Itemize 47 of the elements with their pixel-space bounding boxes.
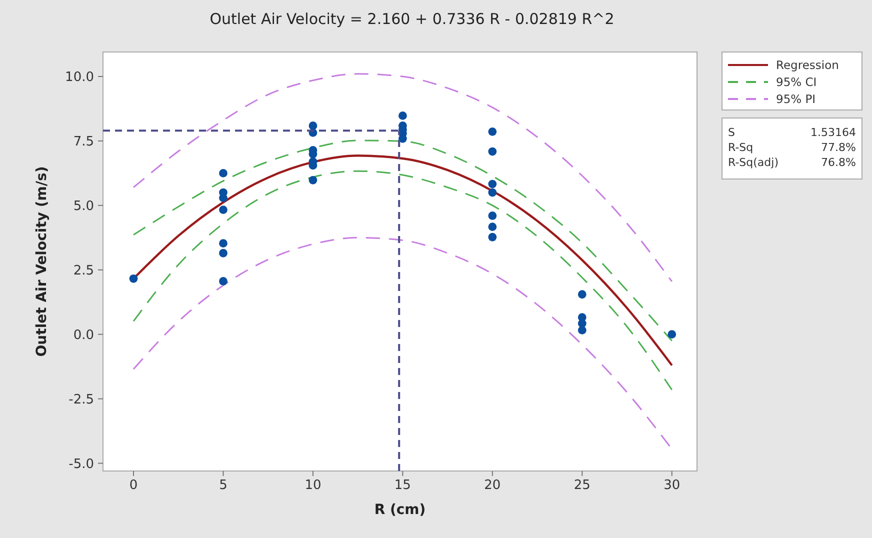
point: [488, 222, 497, 232]
legend-label: 95% CI: [776, 75, 817, 89]
point: [488, 180, 497, 188]
y-tick-label: 10.0: [65, 70, 94, 85]
y-tick-label: 5.0: [73, 198, 94, 214]
text: 1.53164: [810, 126, 856, 139]
y-axis-title: Outlet Air Velocity (m/s): [34, 166, 50, 357]
x-tick-label: 5: [219, 478, 228, 493]
point: [219, 277, 228, 286]
point: [308, 122, 318, 130]
text: 77.8%: [821, 141, 856, 154]
point: [488, 212, 497, 220]
chart-title: Outlet Air Velocity = 2.160 + 0.7336 R - 0.02819 R^2: [210, 10, 614, 28]
y-tick-label: 0.0: [73, 328, 94, 343]
point: [488, 188, 497, 197]
legend-label: Regression: [776, 58, 839, 72]
x-tick-label: 0: [129, 478, 138, 493]
legend-label: 95% PI: [776, 92, 816, 106]
y-tick-label: 7.5: [73, 134, 94, 150]
point: [488, 147, 497, 156]
point: [488, 232, 497, 242]
y-tick-label: 2.5: [73, 263, 94, 278]
x-tick-label: 10: [304, 478, 322, 493]
text: S: [728, 126, 735, 139]
x-tick-label: 25: [574, 478, 590, 493]
point: [578, 326, 586, 334]
point: [488, 127, 497, 136]
x-tick-label: 15: [394, 478, 411, 493]
line-series: [132, 73, 673, 282]
text: R-Sq: [728, 141, 754, 154]
x-tick-label: 30: [664, 478, 680, 493]
point: [578, 290, 586, 299]
point: [129, 274, 138, 283]
point: [219, 206, 228, 214]
y-tick-label: -5.0: [68, 456, 94, 472]
point: [219, 248, 228, 258]
point: [219, 239, 228, 248]
text: R-Sq(adj): [728, 156, 778, 169]
point: [219, 168, 228, 178]
line-series: [132, 170, 673, 391]
point: [668, 330, 676, 339]
x-axis-title: R (cm): [374, 502, 426, 518]
x-tick-label: 20: [484, 478, 501, 493]
y-tick-label: -2.5: [68, 392, 94, 408]
point: [308, 176, 318, 184]
point: [398, 111, 407, 120]
text: 76.8%: [821, 156, 856, 169]
